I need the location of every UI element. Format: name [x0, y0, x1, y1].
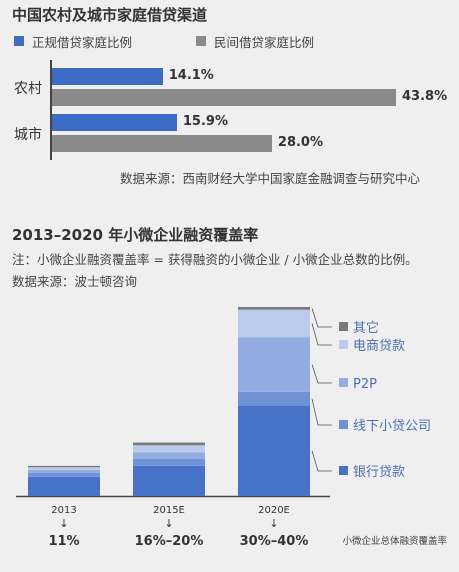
bar-segment-2013-电商贷款 — [28, 467, 100, 470]
bar-segment-2020E-电商贷款 — [238, 309, 310, 338]
bar-segment-2015E-线下小贷公司 — [133, 459, 205, 466]
chart2-source: 数据来源：波士顿咨询 — [12, 274, 138, 289]
category-label-2013: 2013 — [51, 505, 76, 516]
bar-rural-formal — [52, 68, 163, 85]
bar-segment-2015E-电商贷款 — [133, 445, 205, 453]
category-label-2015E: 2015E — [153, 505, 185, 516]
legend-label-线下小贷公司: 线下小贷公司 — [353, 419, 431, 434]
legend-label-银行贷款: 银行贷款 — [353, 465, 405, 480]
bar-rural-informal — [52, 89, 396, 106]
legend-swatch-informal — [196, 36, 206, 46]
category-arrow-2013: ↓ — [59, 517, 68, 530]
legend-swatch-formal — [14, 36, 24, 46]
legend-swatch-其它 — [339, 322, 348, 331]
chart1-title: 中国农村及城市家庭借贷渠道 — [12, 6, 208, 24]
chart2-title: 2013–2020 年小微企业融资覆盖率 — [12, 226, 259, 244]
leader-line-P2P — [311, 364, 332, 384]
leader-line-电商贷款 — [311, 323, 332, 346]
bar-segment-2020E-P2P — [238, 337, 310, 392]
leader-line-银行贷款 — [311, 450, 332, 472]
x-caption: 小微企业总体融资覆盖率 — [342, 535, 447, 547]
category-label-2020E: 2020E — [258, 505, 290, 516]
category-label-urban: 城市 — [14, 127, 42, 143]
legend-swatch-银行贷款 — [339, 466, 348, 475]
legend-label-P2P: P2P — [353, 377, 377, 392]
category-arrow-2015E: ↓ — [164, 517, 173, 530]
bar-urban-informal — [52, 135, 272, 152]
bar-urban-formal — [52, 114, 177, 131]
coverage-label-2020E: 30%–40% — [240, 534, 309, 549]
bar-segment-2020E-其它 — [238, 307, 310, 310]
legend-label-formal: 正规借贷家庭比例 — [32, 35, 133, 50]
bar-segment-2015E-其它 — [133, 442, 205, 446]
value-label-urban-formal: 15.9% — [182, 114, 228, 129]
bar-segment-2013-银行贷款 — [28, 476, 100, 496]
value-label-rural-formal: 14.1% — [168, 68, 214, 83]
chart1-y-axis — [50, 60, 52, 160]
bar-segment-2020E-线下小贷公司 — [238, 391, 310, 406]
leader-line-线下小贷公司 — [311, 398, 332, 426]
legend-label-电商贷款: 电商贷款 — [353, 339, 405, 354]
bar-segment-2013-其它 — [28, 465, 100, 468]
legend-swatch-电商贷款 — [339, 340, 348, 349]
legend-label-其它: 其它 — [353, 320, 379, 336]
leader-line-其它 — [311, 308, 332, 328]
value-label-rural-informal: 43.8% — [402, 89, 448, 104]
category-label-rural: 农村 — [14, 81, 42, 97]
legend-swatch-线下小贷公司 — [339, 420, 348, 429]
coverage-label-2015E: 16%–20% — [135, 534, 204, 549]
bar-segment-2013-P2P — [28, 469, 100, 473]
chart1-source: 数据来源：西南财经大学中国家庭金融调查与研究中心 — [120, 171, 421, 186]
coverage-label-2013: 11% — [48, 534, 79, 549]
bar-segment-2020E-银行贷款 — [238, 405, 310, 496]
bar-segment-2015E-P2P — [133, 452, 205, 460]
category-arrow-2020E: ↓ — [269, 517, 278, 530]
chart2-note: 注：小微企业融资覆盖率 = 获得融资的小微企业 / 小微企业总数的比例。 — [12, 252, 418, 267]
legend-label-informal: 民间借贷家庭比例 — [214, 35, 315, 50]
legend-swatch-P2P — [339, 378, 348, 387]
bar-segment-2013-线下小贷公司 — [28, 472, 100, 477]
value-label-urban-informal: 28.0% — [277, 135, 324, 150]
bar-segment-2015E-银行贷款 — [133, 465, 205, 496]
